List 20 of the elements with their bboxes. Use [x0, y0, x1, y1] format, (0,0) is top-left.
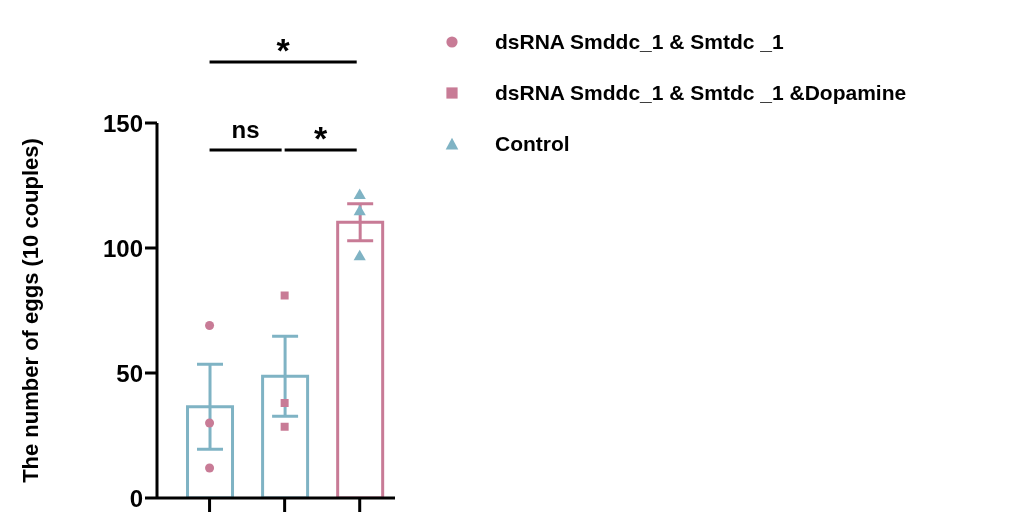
- point: [280, 422, 289, 431]
- annotation: *: [314, 119, 329, 157]
- legend-label: Control: [495, 131, 570, 156]
- y-axis-title: The number of eggs (10 couples): [17, 138, 43, 483]
- point: [205, 463, 215, 473]
- point: [205, 418, 215, 428]
- legend-label: dsRNA Smddc_1 & Smtdc _1 &Dopamine: [495, 80, 907, 105]
- annotation: ns: [231, 116, 260, 143]
- point: [353, 188, 366, 200]
- y-tick-label: 0: [129, 484, 143, 512]
- point: [353, 249, 366, 261]
- point: [280, 291, 289, 300]
- point: [205, 320, 215, 331]
- y-tick-label: 100: [102, 234, 143, 262]
- point: [353, 204, 366, 216]
- y-tick-label: 50: [116, 359, 143, 387]
- text: *: [276, 31, 291, 69]
- legend-label: dsRNA Smddc_1 & Smtdc _1: [495, 29, 784, 54]
- y-tick-label: 150: [102, 109, 143, 137]
- point: [280, 399, 289, 407]
